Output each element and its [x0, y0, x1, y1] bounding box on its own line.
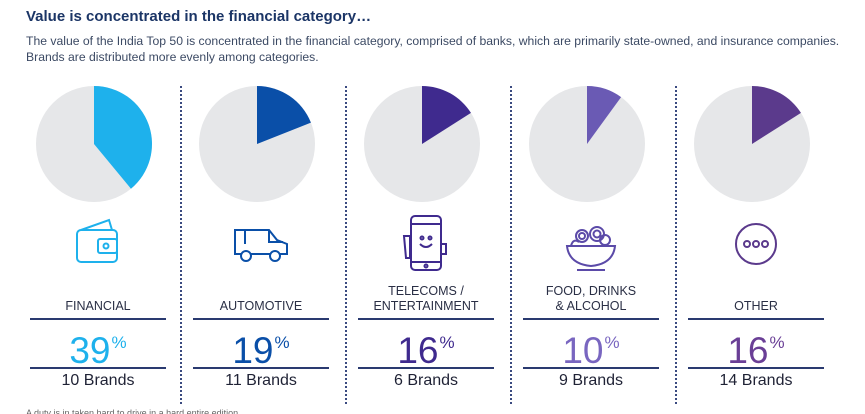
pie-slice	[587, 86, 622, 144]
divider	[345, 86, 347, 404]
pie-automotive	[199, 86, 315, 202]
percent-value: 16%	[358, 322, 494, 371]
divider-line	[193, 367, 329, 369]
percent-unit: %	[274, 333, 290, 352]
brand-count: 14 Brands	[719, 372, 793, 389]
divider	[180, 86, 182, 404]
van-icon	[234, 229, 288, 262]
percent-number: 39	[69, 330, 111, 371]
wallet-icon	[76, 218, 118, 263]
category-label: FINANCIAL	[65, 299, 131, 313]
divider-line	[358, 367, 494, 369]
phone-icon	[402, 215, 447, 271]
divider	[675, 86, 677, 404]
pie-other	[694, 86, 810, 202]
brand-count: 10 Brands	[61, 372, 135, 389]
category-column-telecoms: TELECOMS / ENTERTAINMENT 16% 6 Brands	[358, 82, 494, 412]
pie-financial	[36, 86, 152, 202]
divider-line	[30, 318, 166, 320]
category-label: OTHER	[734, 299, 778, 313]
footnote: A duty is in taken hard to drive in a ha…	[26, 408, 239, 414]
divider-line	[193, 318, 329, 320]
divider	[510, 86, 512, 404]
percent-number: 16	[727, 330, 769, 371]
divider-line	[358, 318, 494, 320]
brand-count: 9 Brands	[558, 372, 624, 389]
pie-food	[529, 86, 645, 202]
percent-unit: %	[439, 333, 455, 352]
percent-unit: %	[769, 333, 785, 352]
pie-telecoms	[364, 86, 480, 202]
divider-line	[688, 318, 824, 320]
pie-slice	[752, 86, 801, 144]
page-title: Value is concentrated in the financial c…	[26, 8, 372, 25]
percent-number: 10	[562, 330, 604, 371]
percent-value: 19%	[193, 322, 329, 371]
more-dots-icon	[735, 223, 777, 265]
pie-slice	[422, 86, 471, 144]
percent-value: 10%	[523, 322, 659, 371]
category-column-other: OTHER 16% 14 Brands	[688, 82, 824, 412]
category-column-food: FOOD, DRINKS & ALCOHOL 10% 9 Brands	[523, 82, 659, 412]
divider-line	[30, 367, 166, 369]
brand-count: 6 Brands	[393, 372, 459, 389]
divider-line	[523, 367, 659, 369]
divider-line	[523, 318, 659, 320]
pie-slice	[257, 86, 311, 144]
percent-value: 16%	[688, 322, 824, 371]
divider-line	[688, 367, 824, 369]
noodle-bowl-icon	[565, 226, 617, 271]
category-column-automotive: AUTOMOTIVE 19% 11 Brands	[193, 82, 329, 412]
percent-number: 19	[232, 330, 274, 371]
category-label: TELECOMS / ENTERTAINMENT	[373, 284, 479, 313]
brand-count: 11 Brands	[225, 372, 297, 389]
category-column-financial: FINANCIAL 39% 10 Brands	[30, 82, 166, 412]
category-label: FOOD, DRINKS & ALCOHOL	[545, 284, 637, 313]
percent-value: 39%	[30, 322, 166, 371]
pie-slice	[94, 86, 152, 189]
percent-unit: %	[604, 333, 620, 352]
percent-number: 16	[397, 330, 439, 371]
category-label: AUTOMOTIVE	[219, 299, 303, 313]
percent-unit: %	[111, 333, 127, 352]
page-subtitle: The value of the India Top 50 is concent…	[26, 34, 840, 64]
